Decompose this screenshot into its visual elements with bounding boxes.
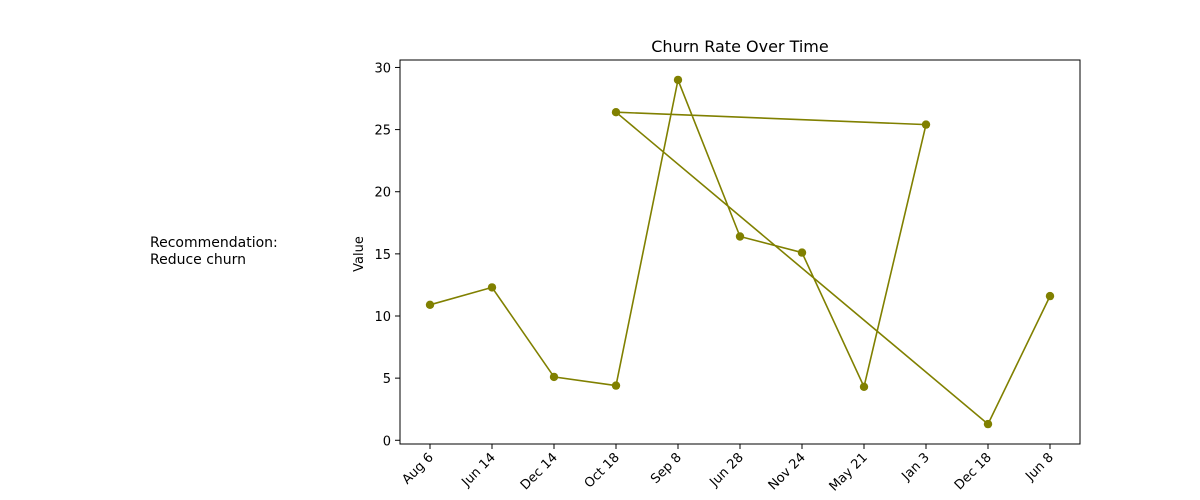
x-tick-label: Aug 6 [399,450,436,487]
series-line [429,77,1051,426]
x-tick-label: Jan 3 [899,450,933,484]
x-tick-label: Dec 14 [518,450,561,493]
data-point [1045,291,1055,301]
data-point [549,372,559,382]
series-layer [425,75,1055,429]
data-point [859,382,869,391]
y-axis-ticks: 0 5 10 15 20 25 30 [374,61,400,449]
y-axis-title: Value [352,236,367,272]
x-tick-label: Oct 18 [582,450,623,491]
y-tick-label: 25 [374,124,391,139]
x-axis-ticks: Aug 6 Jun 14 Dec 14 Oct 18 Sep 8 Jun 28 Nov 24… [399,444,1057,494]
x-tick-label: Jun 8 [1022,450,1056,484]
data-point [921,120,931,129]
data-point [735,232,745,241]
data-point [425,300,435,309]
x-tick-label: May 21 [827,450,871,494]
y-tick-label: 10 [374,310,391,325]
data-point [611,381,621,390]
data-point [487,283,497,292]
y-tick-label: 30 [374,61,391,76]
x-tick-label: Jun 14 [459,450,499,490]
x-tick-label: Dec 18 [952,450,995,493]
recommendation-text: Reduce churn [150,252,247,268]
data-point [797,248,807,257]
plot-frame [399,59,1081,445]
y-tick-label: 0 [383,434,391,449]
y-tick-label: 15 [374,248,391,263]
recommendation-note: Recommendation: Reduce churn [150,235,278,269]
x-tick-label: Nov 24 [766,450,809,493]
data-point [673,75,683,85]
y-tick-label: 5 [383,372,391,387]
data-point [611,108,621,117]
chart-title: Churn Rate Over Time [651,37,828,56]
data-point [983,419,993,429]
x-tick-label: Sep 8 [648,450,685,487]
x-tick-label: Jun 28 [707,450,747,490]
y-tick-label: 20 [374,186,391,201]
recommendation-label: Recommendation: [150,235,278,251]
